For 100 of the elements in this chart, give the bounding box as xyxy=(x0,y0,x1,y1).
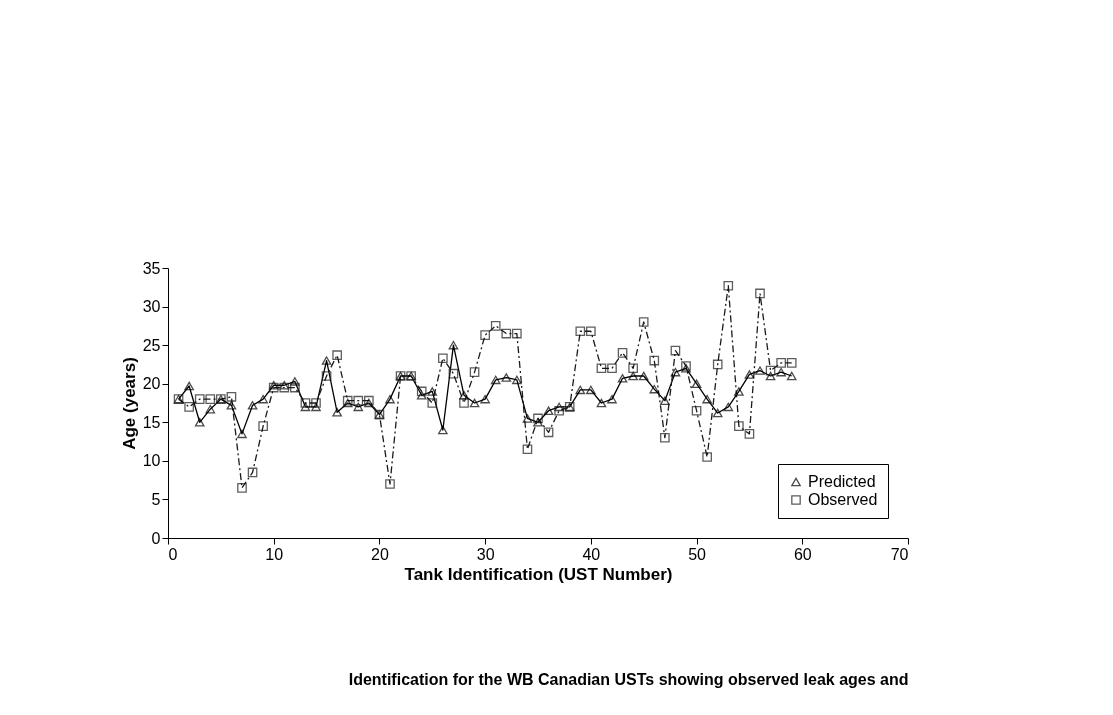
point xyxy=(501,373,512,382)
point xyxy=(691,379,702,388)
point xyxy=(353,395,364,406)
point xyxy=(786,358,797,368)
point xyxy=(490,321,501,331)
y-tick-label: 25 xyxy=(142,336,161,354)
point xyxy=(416,391,427,400)
point xyxy=(247,467,258,478)
point xyxy=(543,406,554,415)
point xyxy=(300,398,311,408)
point xyxy=(353,402,364,412)
point xyxy=(533,418,543,427)
point xyxy=(638,371,649,381)
point xyxy=(586,326,596,337)
point xyxy=(755,288,765,299)
y-tick-label: 15 xyxy=(142,413,161,431)
point xyxy=(469,398,480,408)
point xyxy=(765,365,776,376)
point xyxy=(490,375,501,385)
point xyxy=(385,394,395,404)
point xyxy=(459,398,469,408)
point xyxy=(649,355,660,366)
text: Identification for the WB Canadian USTs showing observed leak ages and xyxy=(348,671,909,688)
point xyxy=(607,394,617,404)
point xyxy=(512,375,522,385)
point xyxy=(311,402,321,412)
point xyxy=(427,387,438,396)
point xyxy=(712,359,723,370)
point xyxy=(194,418,205,427)
point xyxy=(649,384,660,394)
x-tick-label: 50 xyxy=(688,545,707,563)
x-axis-title: Tank Identification (UST Number) xyxy=(404,564,673,584)
point xyxy=(554,405,564,416)
point xyxy=(237,429,247,439)
x-tick-label: 40 xyxy=(582,545,601,563)
point xyxy=(522,414,533,423)
point xyxy=(575,385,586,395)
y-tick-label: 20 xyxy=(142,375,161,393)
point xyxy=(480,330,490,340)
point xyxy=(543,427,554,438)
point xyxy=(300,402,311,412)
point xyxy=(702,452,712,462)
x-tick-label: 30 xyxy=(476,545,495,563)
point xyxy=(438,425,448,435)
point xyxy=(660,432,670,443)
y-tick-label: 35 xyxy=(142,259,161,277)
point xyxy=(205,394,216,404)
point xyxy=(226,401,237,410)
point xyxy=(258,421,268,431)
point xyxy=(744,370,755,379)
point xyxy=(776,367,786,377)
point xyxy=(480,394,490,404)
point xyxy=(258,394,268,404)
point xyxy=(734,387,744,396)
point xyxy=(744,429,755,439)
point xyxy=(734,421,744,431)
point xyxy=(596,398,607,408)
legend-label: Predicted xyxy=(808,473,876,490)
point xyxy=(501,328,512,339)
point xyxy=(385,479,395,489)
point xyxy=(311,398,321,408)
point xyxy=(226,392,237,402)
y-axis-title: Age (years) xyxy=(119,357,139,450)
point xyxy=(776,358,786,368)
x-tick-label: 0 xyxy=(168,545,178,563)
point xyxy=(628,371,638,381)
point xyxy=(670,345,681,356)
point xyxy=(628,363,638,374)
legend-label: Observed xyxy=(808,491,878,508)
point xyxy=(332,407,342,417)
point xyxy=(617,374,628,383)
point xyxy=(194,394,205,404)
point xyxy=(290,377,300,386)
point xyxy=(786,371,797,381)
y-tick-label: 0 xyxy=(151,529,161,547)
point xyxy=(321,371,332,381)
point xyxy=(290,382,300,393)
point xyxy=(469,367,480,377)
point xyxy=(575,326,586,337)
point xyxy=(607,363,617,374)
point xyxy=(448,340,459,350)
point xyxy=(554,402,564,412)
y-tick-label: 10 xyxy=(142,452,161,470)
point xyxy=(723,402,734,412)
point xyxy=(533,413,543,424)
point xyxy=(765,371,776,381)
point xyxy=(617,348,628,358)
point xyxy=(416,386,427,397)
y-tick-label: 5 xyxy=(151,490,161,508)
x-tick-label: 70 xyxy=(890,545,909,563)
point xyxy=(332,350,342,361)
point xyxy=(512,328,522,339)
point xyxy=(247,401,258,410)
point xyxy=(691,405,702,416)
point xyxy=(184,381,194,391)
point xyxy=(723,280,734,291)
point xyxy=(670,367,681,377)
x-tick-label: 10 xyxy=(265,545,284,563)
point xyxy=(459,391,469,400)
point xyxy=(427,398,438,408)
